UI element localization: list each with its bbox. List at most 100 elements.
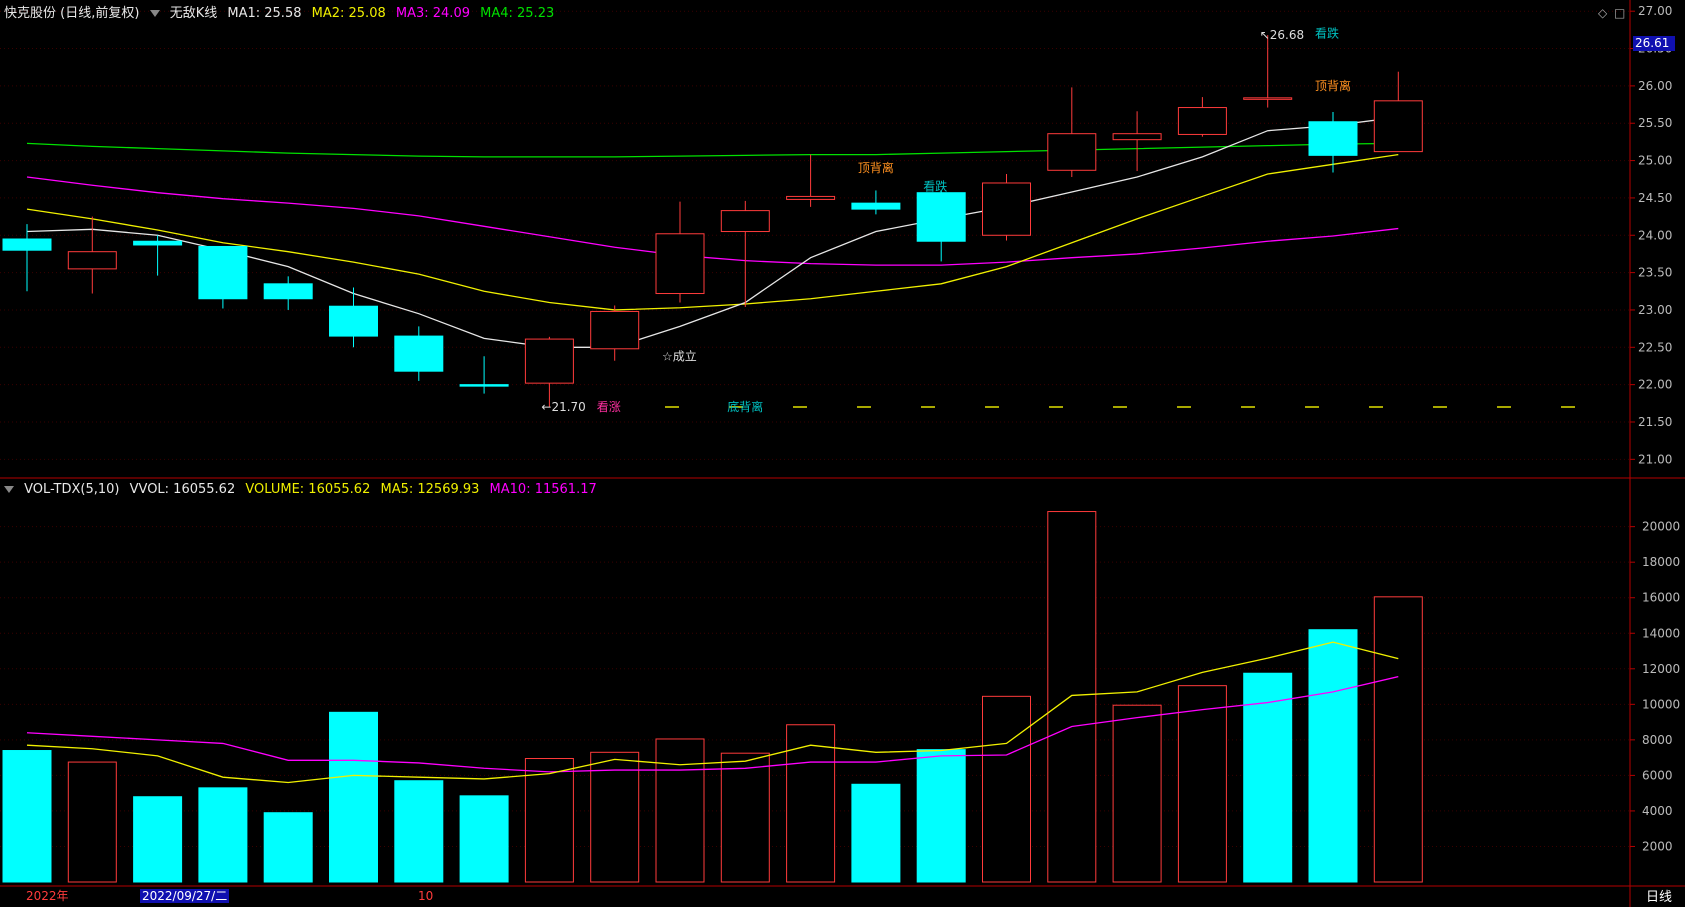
volume-bar [133, 796, 183, 883]
volume-bar [67, 761, 117, 883]
volume-bar [1177, 685, 1227, 883]
chart-annotation: ↖26.68 [1260, 28, 1304, 42]
volume-bar [1047, 511, 1097, 883]
chart-annotation: ☆成立 [662, 348, 697, 363]
volume-bar [720, 752, 770, 883]
price-panel-header: 快克股份 (日线,前复权) 无敌K线 MA1: 25.58 MA2: 25.08… [4, 5, 560, 23]
candle-body [720, 210, 770, 233]
candle-body [394, 335, 444, 372]
volume-panel-header: VOL-TDX(5,10) VVOL: 16055.62 VOLUME: 160… [4, 481, 603, 499]
price-tick-label: 25.00 [1638, 154, 1672, 168]
volume-tick-label: 14000 [1642, 626, 1680, 640]
volume-tick-label: 20000 [1642, 520, 1680, 534]
square-icon[interactable]: □ [1614, 6, 1626, 20]
vvol-value: VVOL: 16055.62 [129, 482, 236, 497]
price-tick-label: 24.50 [1638, 191, 1672, 205]
volume-value: VOLUME: 16055.62 [245, 482, 371, 497]
volume-bar [524, 758, 574, 883]
chart-annotation: 看涨 [597, 399, 621, 414]
volume-bar [1373, 596, 1423, 883]
volume-tick-label: 18000 [1642, 555, 1680, 569]
volume-bar [590, 751, 640, 883]
volume-bar [1308, 629, 1358, 883]
chart-annotation: 看跌 [1315, 26, 1339, 41]
price-tick-label: 27.00 [1638, 4, 1672, 18]
price-tick-label: 23.50 [1638, 266, 1672, 280]
period-button-day[interactable]: 日线 [1645, 890, 1672, 905]
price-tick-label: 26.00 [1638, 79, 1672, 93]
volume-tick-label: 10000 [1642, 697, 1680, 711]
volume-tick-label: 4000 [1642, 804, 1673, 818]
candle-body [1373, 100, 1423, 153]
volume-ma10-line [26, 675, 1399, 773]
candle-body [916, 192, 966, 242]
chart-annotation: 顶背离 [1315, 78, 1351, 93]
volume-bar [263, 812, 313, 883]
volume-bar [329, 711, 378, 883]
volume-bar [1243, 672, 1293, 883]
year-label: 2022年 [26, 889, 69, 903]
volume-ma5-line [26, 641, 1399, 784]
volume-bar [459, 795, 509, 883]
ma2-value: MA2: 25.08 [311, 6, 386, 21]
ma2-line [26, 153, 1399, 311]
dropdown-icon[interactable] [4, 486, 14, 493]
volume-tick-label: 6000 [1642, 768, 1673, 782]
volume-bar [394, 780, 444, 883]
volume-tick-label: 12000 [1642, 662, 1680, 676]
candle-body [655, 233, 705, 295]
price-tick-label: 21.00 [1638, 452, 1672, 466]
price-tick-label: 22.00 [1638, 378, 1672, 392]
stock-name[interactable]: 快克股份 (日线,前复权) [4, 6, 140, 21]
candle-body [133, 240, 183, 246]
candle-body [982, 182, 1031, 236]
candle-body [459, 384, 509, 387]
volume-tick-label: 8000 [1642, 733, 1673, 747]
candle-body [1243, 97, 1293, 100]
ma3-line [26, 176, 1399, 266]
volume-bar [2, 750, 52, 883]
ma10-value: MA10: 11561.17 [489, 482, 597, 497]
price-tick-label: 21.50 [1638, 415, 1672, 429]
volume-bar [916, 749, 966, 883]
ma4-line [26, 142, 1399, 158]
volume-bar [786, 724, 836, 883]
candle-body [1308, 121, 1358, 156]
volume-bar [198, 787, 248, 883]
ma4-value: MA4: 25.23 [480, 6, 555, 21]
chart-annotation: 底背离 [727, 399, 763, 414]
ma1-value: MA1: 25.58 [227, 6, 302, 21]
candle-body [329, 305, 378, 337]
candle-body [1047, 133, 1097, 171]
indicator-name[interactable]: 无敌K线 [169, 6, 218, 21]
price-tick-label: 25.50 [1638, 116, 1672, 130]
chart-annotation: 看跌 [923, 179, 947, 194]
volume-indicator[interactable]: VOL-TDX(5,10) [24, 482, 120, 497]
candle-body [198, 245, 248, 300]
diamond-icon[interactable]: ◇ [1598, 6, 1608, 20]
ma1-line [26, 116, 1399, 348]
price-tick-label: 22.50 [1638, 340, 1672, 354]
price-tick-label: 23.00 [1638, 303, 1672, 317]
volume-tick-label: 2000 [1642, 839, 1673, 853]
volume-bar [1112, 704, 1162, 883]
current-price-tag: 26.61 [1633, 36, 1675, 51]
volume-bar [851, 783, 901, 883]
ma5-value: MA5: 12569.93 [380, 482, 480, 497]
candle-body [524, 338, 574, 384]
chart-annotation: ←21.70 [541, 400, 585, 414]
candle-body [2, 238, 52, 251]
price-tick-label: 24.00 [1638, 228, 1672, 242]
candle-body [1177, 107, 1227, 135]
dropdown-icon[interactable] [149, 10, 160, 17]
candle-body [590, 310, 640, 350]
candle-body [786, 195, 836, 200]
date-cursor-label: 2022/09/27/二 [140, 889, 230, 903]
month-label: 10 [418, 889, 434, 903]
ma3-value: MA3: 24.09 [395, 6, 470, 21]
candle-body [851, 202, 901, 210]
volume-bar [982, 695, 1031, 883]
chart-annotation: 顶背离 [858, 160, 894, 175]
